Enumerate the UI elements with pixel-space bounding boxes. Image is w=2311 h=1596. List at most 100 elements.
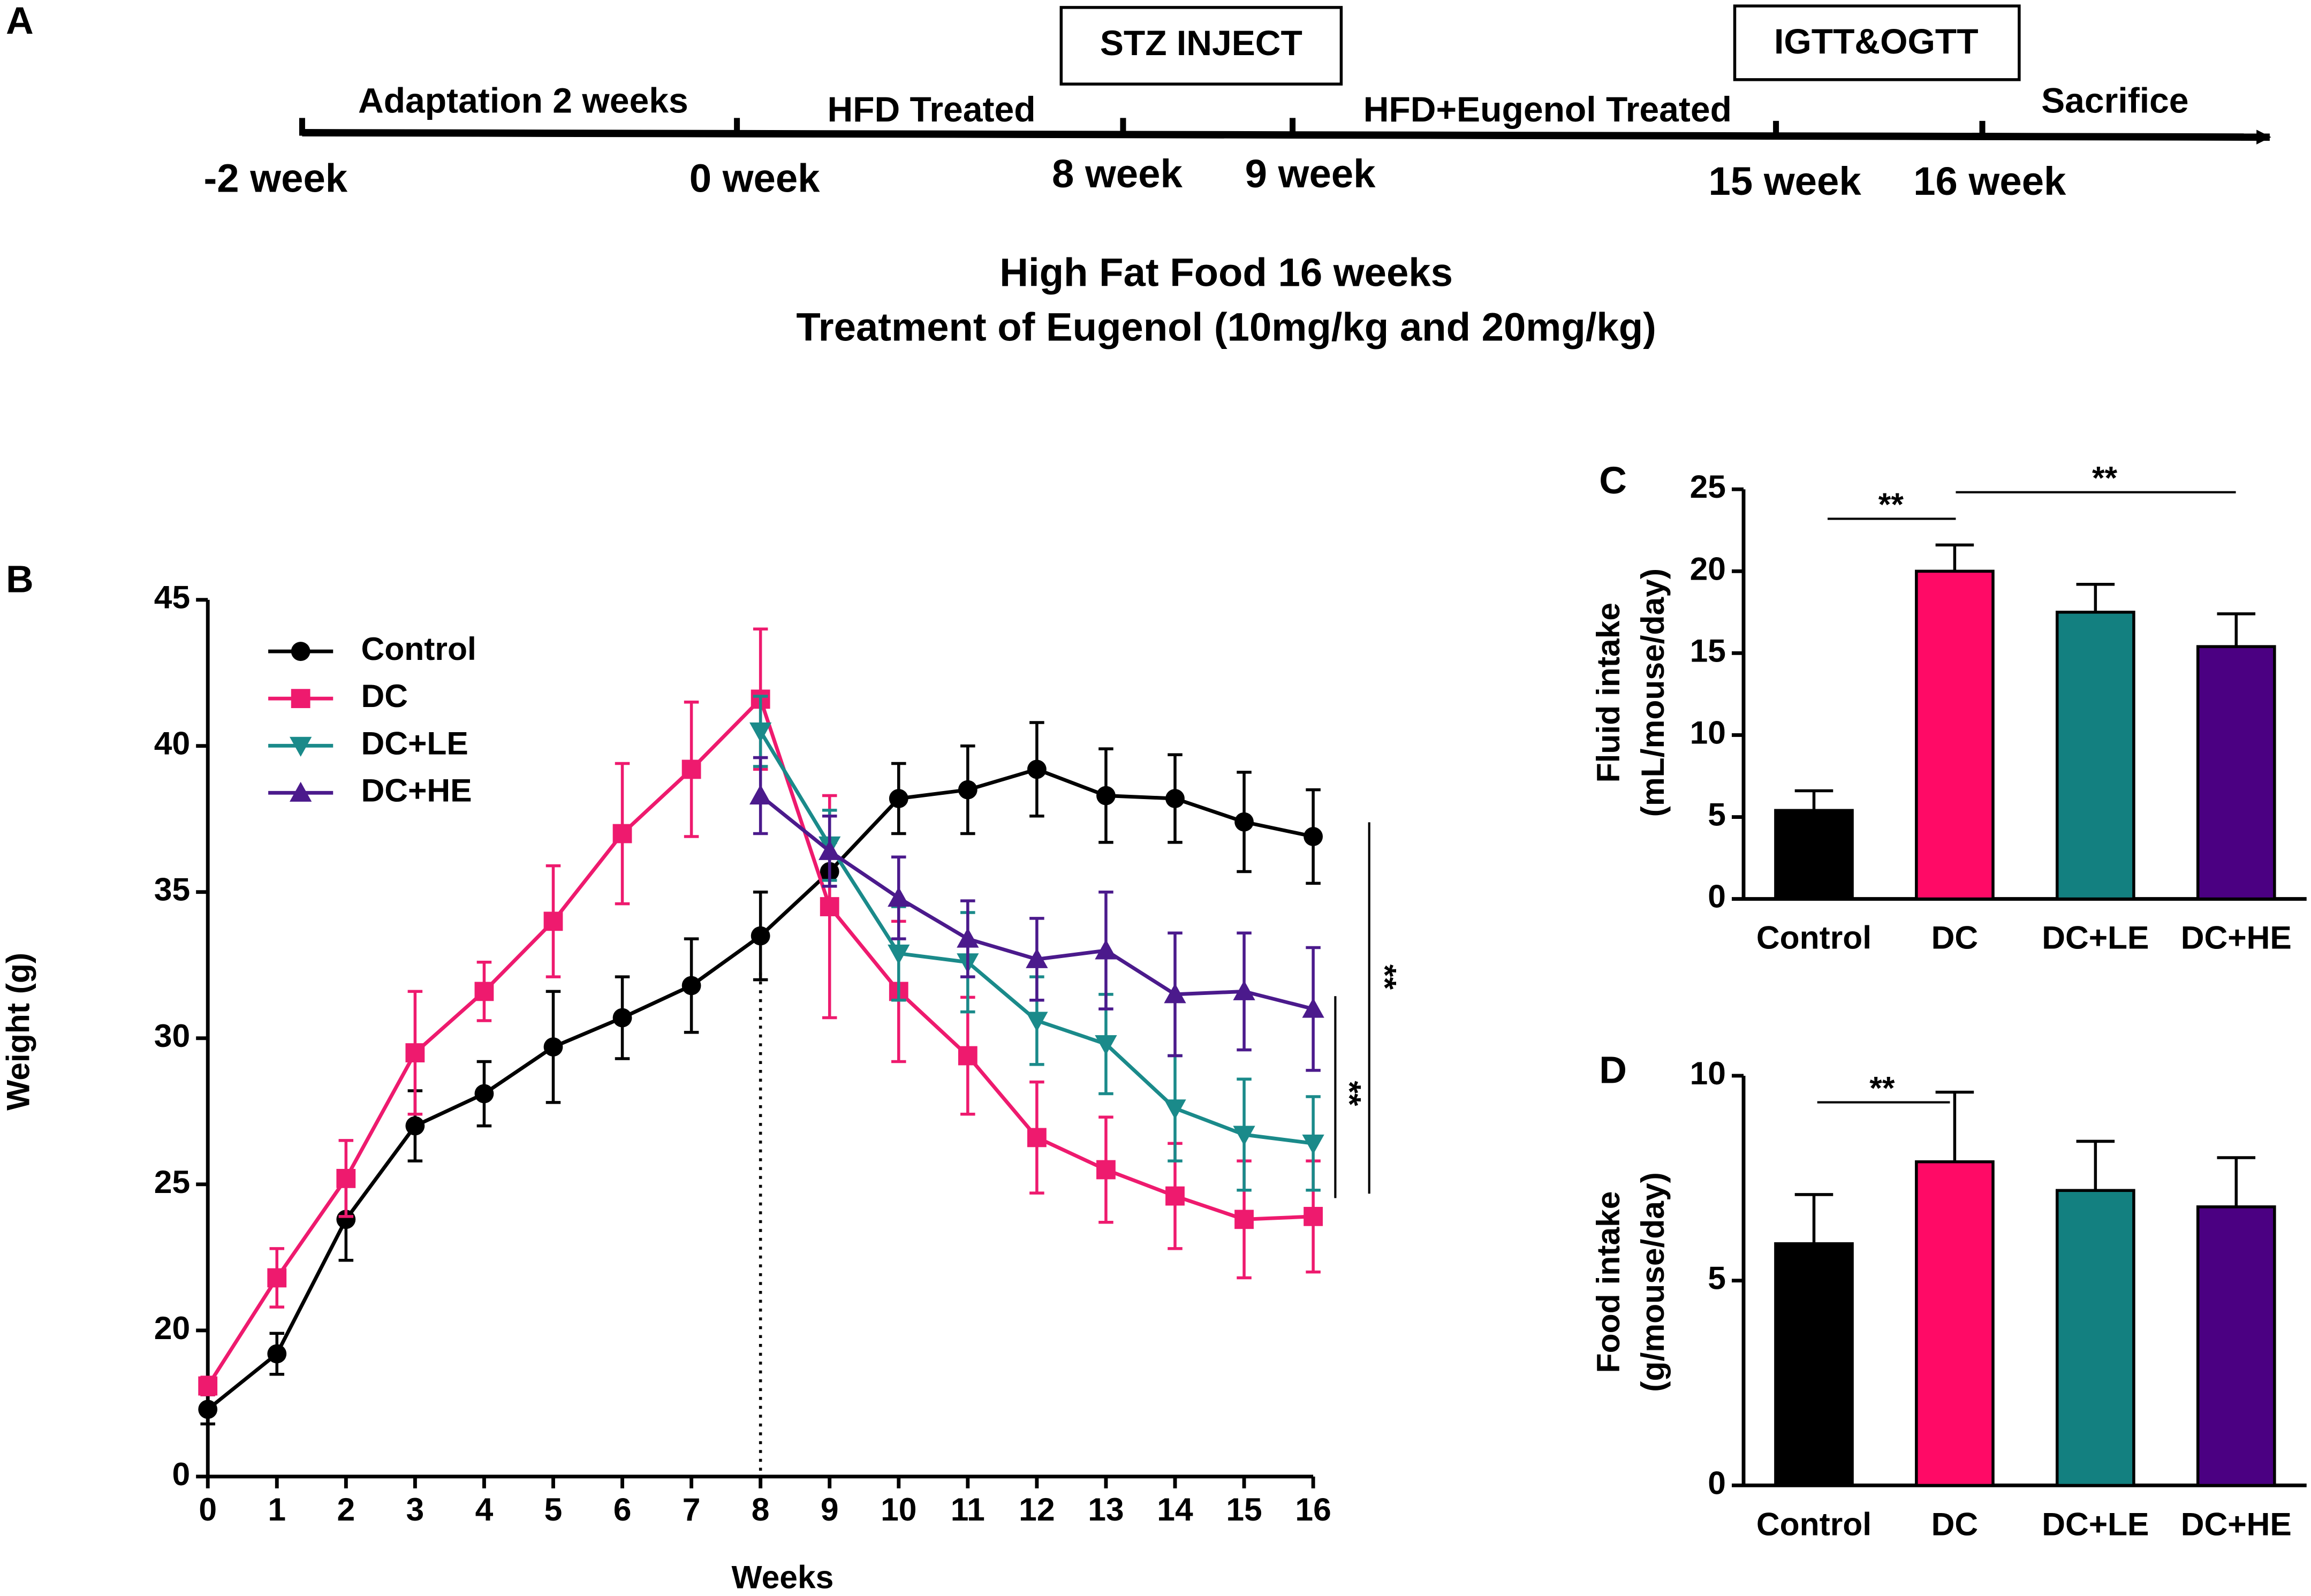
data-point — [958, 780, 978, 800]
data-point — [888, 887, 910, 907]
bar — [1915, 569, 1995, 901]
panel-label: B — [6, 558, 34, 601]
y-tick-label: 40 — [154, 725, 190, 762]
panel-label: C — [1599, 459, 1627, 502]
data-point — [474, 982, 494, 1001]
x-tick-label: DC+HE — [2181, 1506, 2292, 1542]
x-tick-label: DC — [1931, 919, 1978, 956]
data-point — [1234, 812, 1254, 832]
significance-label: ** — [1331, 1081, 1368, 1106]
significance-label: ** — [2092, 460, 2118, 496]
week-label: 9 week — [1245, 151, 1376, 196]
y-tick-label: 35 — [154, 871, 190, 908]
data-point — [290, 781, 312, 802]
x-tick-label: 9 — [821, 1491, 839, 1527]
legend-label: DC+LE — [361, 725, 468, 761]
data-point — [1096, 1160, 1116, 1180]
y-tick-label: 20 — [154, 1310, 190, 1346]
data-point — [957, 928, 979, 948]
week-label: 15 week — [1709, 159, 1862, 203]
caption: Treatment of Eugenol (10mg/kg and 20mg/k… — [796, 305, 1656, 349]
data-point — [198, 1376, 218, 1396]
data-point — [749, 784, 772, 805]
data-point — [681, 759, 701, 779]
data-point — [405, 1043, 425, 1062]
x-tick-label: 16 — [1295, 1491, 1331, 1527]
x-tick-label: Control — [1756, 1506, 1871, 1542]
data-point — [1026, 1012, 1048, 1032]
y-tick-label: 0 — [172, 1456, 190, 1492]
y-tick-label: 45 — [154, 579, 190, 615]
data-point — [290, 736, 312, 757]
data-point — [1165, 789, 1185, 808]
y-axis-label: (mL/mouse/day) — [1634, 568, 1671, 817]
significance-label: ** — [1878, 486, 1904, 522]
event-label: IGTT&OGTT — [1774, 22, 1979, 62]
data-point — [749, 722, 772, 743]
data-point — [681, 976, 701, 995]
y-tick-label: 10 — [1690, 714, 1726, 750]
significance-lines — [1334, 491, 2236, 1198]
y-tick-label: 5 — [1708, 796, 1726, 833]
x-tick-label: 12 — [1019, 1491, 1055, 1527]
data-point — [543, 1037, 563, 1057]
y-tick-label: 25 — [1690, 468, 1726, 505]
data-point — [1164, 983, 1186, 1004]
x-tick-label: 2 — [337, 1491, 355, 1527]
bar — [2056, 1189, 2135, 1487]
panel-label: D — [1599, 1048, 1627, 1091]
data-point — [1164, 1099, 1186, 1120]
data-point — [1027, 759, 1047, 779]
y-tick-label: 20 — [1690, 550, 1726, 587]
event-box — [1059, 6, 1343, 86]
x-tick-label: 4 — [475, 1491, 494, 1527]
x-tick-label: 15 — [1226, 1491, 1262, 1527]
data-point — [1234, 1210, 1254, 1229]
data-point — [958, 1046, 978, 1066]
legend-label: DC+HE — [361, 772, 472, 808]
bar — [2196, 645, 2276, 901]
data-point — [1302, 998, 1324, 1018]
data-point — [1302, 1134, 1324, 1154]
x-tick-label: 7 — [683, 1491, 701, 1527]
y-tick-label: 0 — [1708, 878, 1726, 915]
significance-label: ** — [1367, 964, 1403, 990]
x-tick-label: 11 — [951, 1491, 985, 1527]
x-tick-label: DC+HE — [2181, 919, 2292, 956]
data-point — [1095, 1035, 1117, 1055]
x-tick-label: Control — [1756, 919, 1871, 956]
x-tick-label: DC — [1931, 1506, 1978, 1542]
timeline: STZ INJECT IGTT&OGTT Adaptation 2 weeks … — [204, 4, 2271, 349]
x-tick-label: 10 — [881, 1491, 916, 1527]
data-point — [819, 840, 841, 860]
bar — [1774, 809, 1854, 901]
data-point — [474, 1084, 494, 1104]
data-point — [1233, 980, 1255, 1000]
data-point — [336, 1168, 356, 1188]
y-tick-label: 30 — [154, 1017, 190, 1054]
week-label: 8 week — [1052, 151, 1183, 196]
x-tick-label: DC+LE — [2042, 919, 2149, 956]
data-point — [405, 1116, 425, 1136]
caption: High Fat Food 16 weeks — [999, 250, 1453, 295]
x-tick-label: 0 — [199, 1491, 217, 1527]
y-axis-label: (g/mouse/day) — [1634, 1172, 1671, 1392]
data-point — [751, 926, 770, 946]
week-label: -2 week — [204, 156, 348, 200]
legend-label: DC — [361, 678, 408, 714]
bar — [2196, 1205, 2276, 1487]
y-axis-label: Weight (g) — [0, 953, 36, 1111]
x-axis-label: Weeks — [732, 1559, 834, 1595]
y-tick-label: 0 — [1708, 1464, 1726, 1501]
bar — [2056, 611, 2135, 901]
panel-label: A — [6, 0, 34, 42]
legend-label: Control — [361, 630, 476, 667]
data-point — [1233, 1126, 1255, 1146]
bar — [1915, 1160, 1995, 1487]
data-point — [1095, 939, 1117, 960]
phase-label: HFD+Eugenol Treated — [1363, 90, 1732, 130]
data-point — [820, 897, 839, 916]
x-tick-label: 14 — [1157, 1491, 1193, 1527]
data-point — [1304, 827, 1323, 846]
